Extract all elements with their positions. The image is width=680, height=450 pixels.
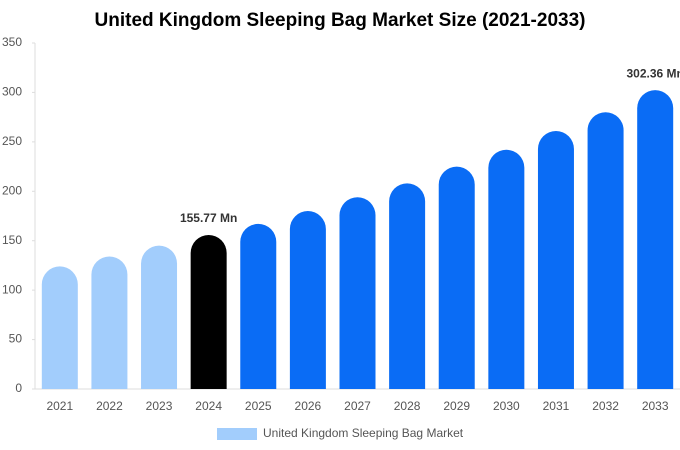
bar xyxy=(587,112,624,389)
x-tick-label: 2022 xyxy=(96,399,123,413)
value-label: 302.36 Mn xyxy=(627,66,680,80)
y-tick-label: 50 xyxy=(9,332,23,346)
bar xyxy=(637,90,674,389)
y-tick-label: 250 xyxy=(2,134,22,148)
bar xyxy=(41,266,78,389)
bar xyxy=(537,130,574,390)
x-tick-label: 2027 xyxy=(344,399,371,413)
x-tick-label: 2025 xyxy=(245,399,272,413)
chart-title: United Kingdom Sleeping Bag Market Size … xyxy=(95,10,586,31)
y-tick-label: 200 xyxy=(2,183,22,197)
x-tick-label: 2030 xyxy=(493,399,520,413)
legend-label: United Kingdom Sleeping Bag Market xyxy=(263,426,464,440)
y-tick-label: 0 xyxy=(15,381,22,395)
bar xyxy=(91,256,128,389)
y-tick-label: 350 xyxy=(2,35,22,49)
bar xyxy=(488,149,525,389)
x-tick-label: 2024 xyxy=(195,399,222,413)
x-tick-label: 2021 xyxy=(46,399,73,413)
x-tick-label: 2026 xyxy=(295,399,322,413)
x-tick-label: 2032 xyxy=(592,399,619,413)
bar xyxy=(389,183,426,389)
bar xyxy=(190,235,227,389)
y-tick-label: 100 xyxy=(2,282,22,296)
x-tick-label: 2031 xyxy=(543,399,570,413)
x-tick-label: 2028 xyxy=(394,399,421,413)
value-label: 155.77 Mn xyxy=(180,211,237,225)
bar xyxy=(240,223,277,389)
bar xyxy=(438,166,475,389)
legend-swatch xyxy=(217,428,257,440)
y-tick-label: 150 xyxy=(2,233,22,247)
x-tick-label: 2029 xyxy=(443,399,470,413)
bar xyxy=(289,211,326,389)
bar xyxy=(141,245,178,389)
y-tick-label: 300 xyxy=(2,85,22,99)
x-tick-label: 2023 xyxy=(146,399,173,413)
x-tick-label: 2033 xyxy=(642,399,669,413)
bar xyxy=(339,197,376,389)
